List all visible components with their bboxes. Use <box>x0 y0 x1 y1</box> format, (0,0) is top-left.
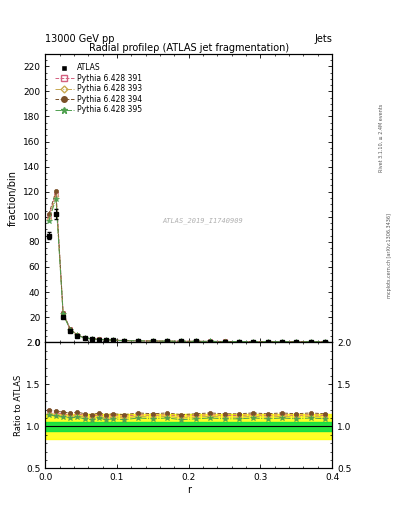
Text: mcplots.cern.ch [arXiv:1306.3436]: mcplots.cern.ch [arXiv:1306.3436] <box>387 214 391 298</box>
Text: 13000 GeV pp: 13000 GeV pp <box>45 33 115 44</box>
Text: Jets: Jets <box>314 33 332 44</box>
X-axis label: r: r <box>187 485 191 495</box>
Y-axis label: Ratio to ATLAS: Ratio to ATLAS <box>14 375 23 436</box>
Text: ATLAS_2019_I1740909: ATLAS_2019_I1740909 <box>163 218 243 224</box>
Legend: ATLAS, Pythia 6.428 391, Pythia 6.428 393, Pythia 6.428 394, Pythia 6.428 395: ATLAS, Pythia 6.428 391, Pythia 6.428 39… <box>55 63 142 115</box>
Title: Radial profileρ (ATLAS jet fragmentation): Radial profileρ (ATLAS jet fragmentation… <box>88 43 289 53</box>
Text: Rivet 3.1.10, ≥ 2.4M events: Rivet 3.1.10, ≥ 2.4M events <box>379 104 384 173</box>
Y-axis label: fraction/bin: fraction/bin <box>7 170 18 226</box>
